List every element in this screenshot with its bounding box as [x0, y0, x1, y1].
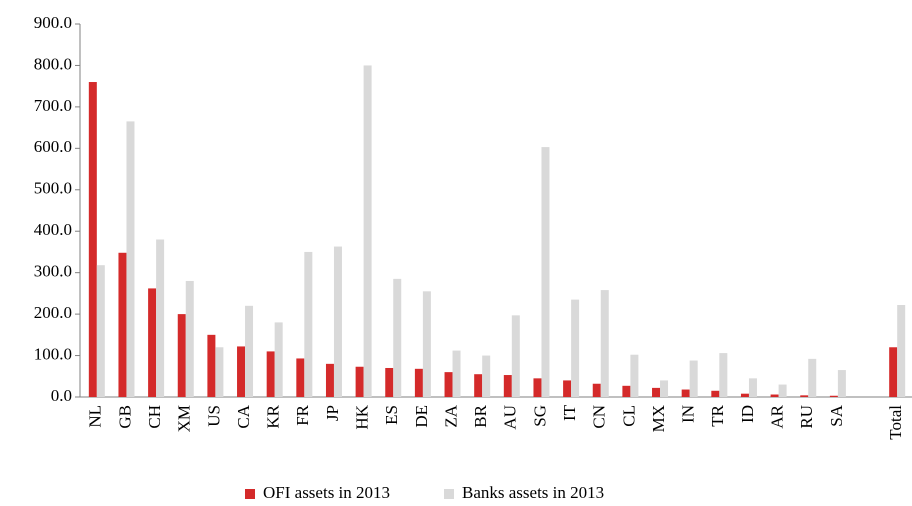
bar — [630, 354, 639, 397]
bar — [660, 380, 669, 397]
bar — [808, 358, 817, 397]
bar — [503, 375, 512, 397]
bar — [474, 374, 483, 397]
bar — [740, 393, 749, 397]
bar — [237, 346, 246, 397]
bar — [325, 363, 334, 397]
x-tick-label: SA — [827, 404, 846, 426]
x-tick-label: TR — [708, 404, 727, 426]
bar — [778, 384, 787, 397]
bar — [215, 347, 224, 397]
x-tick-label: AU — [501, 405, 520, 430]
bar — [88, 82, 97, 398]
x-tick-label: NL — [86, 405, 105, 428]
bar — [719, 353, 728, 397]
x-tick-label: KR — [264, 404, 283, 428]
bar — [681, 389, 690, 397]
bar — [897, 304, 906, 397]
bar — [393, 278, 402, 397]
bar — [245, 305, 254, 397]
x-tick-label: US — [204, 405, 223, 427]
x-tick-label: XM — [175, 405, 194, 432]
legend-swatch — [245, 489, 255, 499]
bar — [889, 347, 898, 397]
bar — [118, 252, 127, 397]
y-tick-label: 700.0 — [34, 96, 72, 115]
x-tick-label: FR — [293, 404, 312, 425]
y-tick-label: 900.0 — [34, 13, 72, 32]
bar — [355, 366, 364, 397]
bar — [511, 315, 520, 397]
x-tick-label: SG — [530, 405, 549, 427]
bar — [533, 378, 542, 397]
x-tick-label: CH — [145, 405, 164, 429]
x-tick-label: RU — [797, 405, 816, 429]
bar — [837, 370, 846, 397]
bar — [414, 368, 423, 397]
y-tick-label: 400.0 — [34, 220, 72, 239]
bar — [177, 314, 186, 397]
legend-label: OFI assets in 2013 — [263, 483, 390, 502]
x-tick-label: BR — [471, 404, 490, 427]
bar — [571, 299, 580, 397]
bar — [444, 372, 453, 397]
bar — [266, 351, 275, 397]
x-tick-label: ES — [382, 405, 401, 425]
bar — [96, 265, 105, 397]
bar — [333, 246, 342, 397]
bar — [800, 395, 809, 397]
x-tick-label: DE — [412, 405, 431, 428]
bar — [385, 367, 394, 397]
x-tick-label: IT — [560, 404, 579, 421]
bar — [541, 147, 550, 397]
bar — [563, 380, 572, 397]
x-tick-label: ID — [738, 405, 757, 423]
x-tick-label: JP — [323, 405, 342, 421]
bar — [711, 390, 720, 397]
x-tick-label: Total — [886, 405, 905, 440]
y-tick-label: 100.0 — [34, 344, 72, 363]
bar — [748, 378, 757, 397]
bar — [156, 239, 165, 397]
y-tick-label: 300.0 — [34, 262, 72, 281]
x-tick-label: CA — [234, 404, 253, 428]
bar — [770, 394, 779, 397]
legend-swatch — [444, 489, 454, 499]
bar — [185, 280, 194, 397]
x-tick-label: HK — [353, 404, 372, 429]
bar — [622, 385, 631, 397]
bar — [126, 121, 135, 398]
bar — [363, 65, 372, 397]
y-tick-label: 800.0 — [34, 54, 72, 73]
y-tick-label: 0.0 — [51, 386, 72, 405]
legend-label: Banks assets in 2013 — [462, 483, 604, 502]
bar — [829, 395, 838, 397]
bar — [592, 383, 601, 397]
x-tick-label: GB — [115, 405, 134, 429]
bar — [482, 355, 491, 397]
bar — [600, 290, 609, 397]
x-tick-label: IN — [679, 405, 698, 423]
x-tick-label: AR — [768, 404, 787, 428]
y-tick-label: 200.0 — [34, 303, 72, 322]
x-tick-label: CN — [590, 405, 609, 429]
x-tick-label: MX — [649, 405, 668, 432]
bar — [148, 288, 157, 397]
bar — [304, 251, 313, 397]
y-tick-label: 500.0 — [34, 179, 72, 198]
bar — [274, 322, 283, 397]
bar — [296, 358, 305, 397]
bar — [422, 291, 431, 397]
bar — [207, 334, 216, 397]
x-tick-label: CL — [619, 405, 638, 427]
bar — [652, 387, 661, 397]
x-tick-label: ZA — [441, 404, 460, 427]
y-tick-label: 600.0 — [34, 137, 72, 156]
bar — [452, 350, 461, 397]
bar — [689, 360, 698, 397]
